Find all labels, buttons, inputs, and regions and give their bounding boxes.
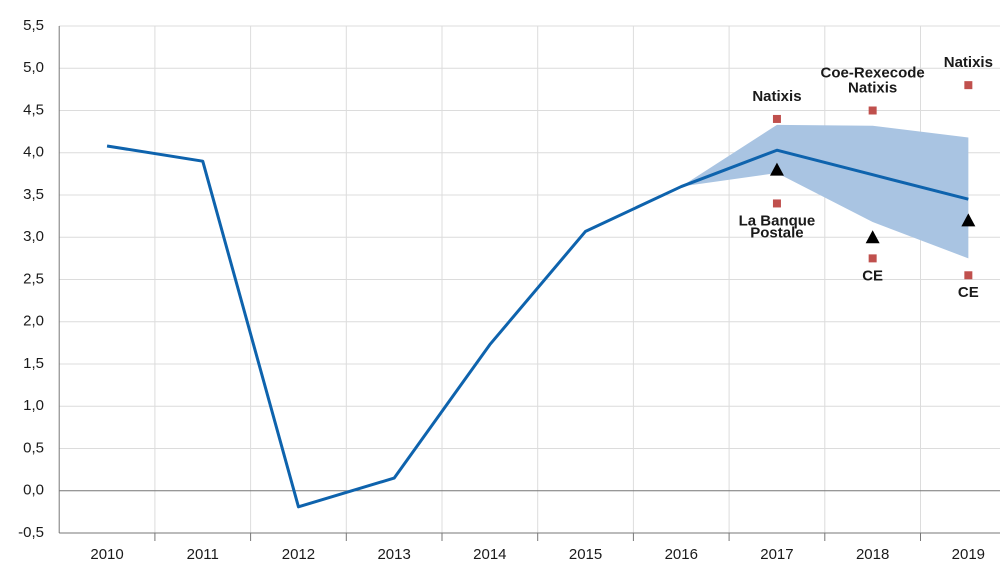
- x-tick-label: 2011: [187, 546, 219, 563]
- triangle-marker: [961, 213, 976, 227]
- forecast-label: Natixis: [848, 79, 897, 96]
- forecast-label: Postale: [750, 224, 803, 241]
- y-tick-label: 3,0: [23, 228, 44, 245]
- x-tick-label: 2017: [760, 546, 793, 563]
- forecast-label: CE: [862, 267, 883, 284]
- y-tick-label: 3,5: [23, 186, 44, 203]
- triangle-marker: [865, 230, 880, 244]
- y-tick-label: 4,0: [23, 144, 44, 161]
- forecast-marker: [868, 106, 877, 115]
- forecast-label: Coe-Rexecode: [821, 64, 925, 81]
- y-tick-label: 0,0: [23, 482, 44, 499]
- x-tick-label: 2013: [377, 546, 410, 563]
- x-tick-label: 2019: [952, 546, 985, 563]
- y-tick-label: 5,0: [23, 59, 44, 76]
- y-tick-label: 5,5: [23, 17, 44, 34]
- forecast-marker: [772, 114, 781, 123]
- x-tick-label: 2016: [665, 546, 698, 563]
- x-tick-label: 2012: [282, 546, 315, 563]
- x-tick-label: 2014: [473, 546, 506, 563]
- forecast-label: CE: [958, 284, 979, 301]
- forecast-marker: [964, 271, 973, 280]
- y-tick-label: -0,5: [18, 524, 44, 541]
- x-tick-label: 2015: [569, 546, 602, 563]
- forecast-marker: [868, 254, 877, 263]
- forecast-marker: [772, 199, 781, 208]
- forecast-marker: [964, 81, 973, 90]
- y-tick-label: 1,0: [23, 397, 44, 414]
- x-tick-label: 2010: [90, 546, 123, 563]
- y-tick-label: 4,5: [23, 101, 44, 118]
- forecast-label: Natixis: [752, 88, 801, 105]
- y-tick-label: 2,0: [23, 313, 44, 330]
- y-tick-label: 1,5: [23, 355, 44, 372]
- y-tick-label: 2,5: [23, 270, 44, 287]
- forecast-label: Natixis: [944, 54, 993, 71]
- line: [106, 144, 969, 509]
- triangle-marker: [769, 162, 784, 176]
- y-tick-label: 0,5: [23, 439, 44, 456]
- x-tick-label: 2018: [856, 546, 889, 563]
- forecast-label: La Banque: [739, 212, 816, 229]
